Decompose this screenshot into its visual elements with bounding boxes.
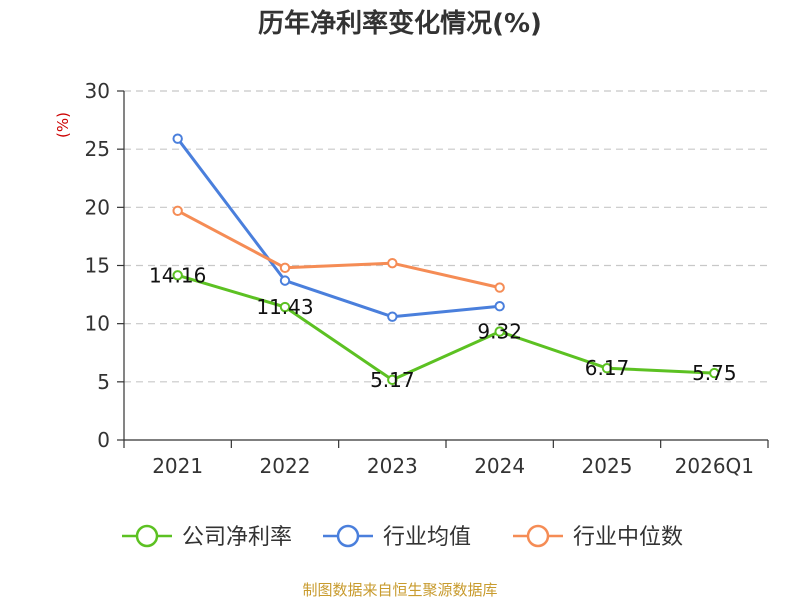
x-tick-label: 2022 <box>260 454 311 478</box>
grid-layer <box>124 90 768 383</box>
legend-label: 公司净利率 <box>182 525 292 550</box>
data-label: 6.17 <box>585 356 630 380</box>
x-tick-label: 2023 <box>367 454 418 478</box>
y-tick-label: 20 <box>85 195 110 219</box>
data-label: 11.43 <box>256 295 313 319</box>
data-point <box>494 326 505 337</box>
legend: 公司净利率 行业均值 行业中位数 <box>122 524 683 550</box>
x-tick-label: 2025 <box>582 454 633 478</box>
data-point <box>494 282 505 293</box>
data-point <box>172 270 183 281</box>
y-tick-label: 30 <box>85 79 110 103</box>
data-point <box>279 301 291 313</box>
data-point <box>601 363 613 374</box>
y-tick-label: 15 <box>85 254 110 278</box>
series-line <box>176 273 716 382</box>
legend-label: 行业均值 <box>383 525 471 550</box>
data-point <box>279 262 291 274</box>
y-tick-label: 0 <box>97 428 110 452</box>
legend-swatch-marker <box>526 524 550 548</box>
source-note: 制图数据来自恒生聚源数据库 <box>302 581 497 599</box>
data-label: 5.17 <box>370 368 415 392</box>
y-tick-label: 25 <box>85 137 110 161</box>
data-point <box>279 275 291 286</box>
data-point <box>172 133 183 144</box>
data-label-layer: 14.16 11.43 5.17 9.32 6.17 5.75 <box>149 263 737 392</box>
x-tick-label: 2024 <box>474 454 525 478</box>
data-label: 5.75 <box>692 361 737 385</box>
y-tick-label: 10 <box>85 312 110 336</box>
chart-title: 历年净利率变化情况(%) <box>258 8 542 39</box>
x-tick-label: 2021 <box>152 454 203 478</box>
data-point <box>387 257 398 269</box>
y-tick-label: 5 <box>97 370 110 394</box>
x-tick-label: 2026Q1 <box>675 454 754 478</box>
legend-swatch-marker <box>135 524 159 548</box>
y-axis-label: (%) <box>54 112 72 138</box>
data-point <box>172 205 183 217</box>
legend-label: 行业中位数 <box>573 525 683 550</box>
data-point <box>387 374 398 386</box>
series-line <box>176 209 502 290</box>
data-point <box>494 301 505 312</box>
series-line <box>176 137 502 319</box>
data-label: 14.16 <box>149 263 206 287</box>
data-point <box>709 367 720 379</box>
data-point <box>387 311 398 322</box>
series-layer <box>172 133 720 386</box>
legend-swatch-marker <box>336 524 360 548</box>
data-label: 9.32 <box>477 320 522 344</box>
